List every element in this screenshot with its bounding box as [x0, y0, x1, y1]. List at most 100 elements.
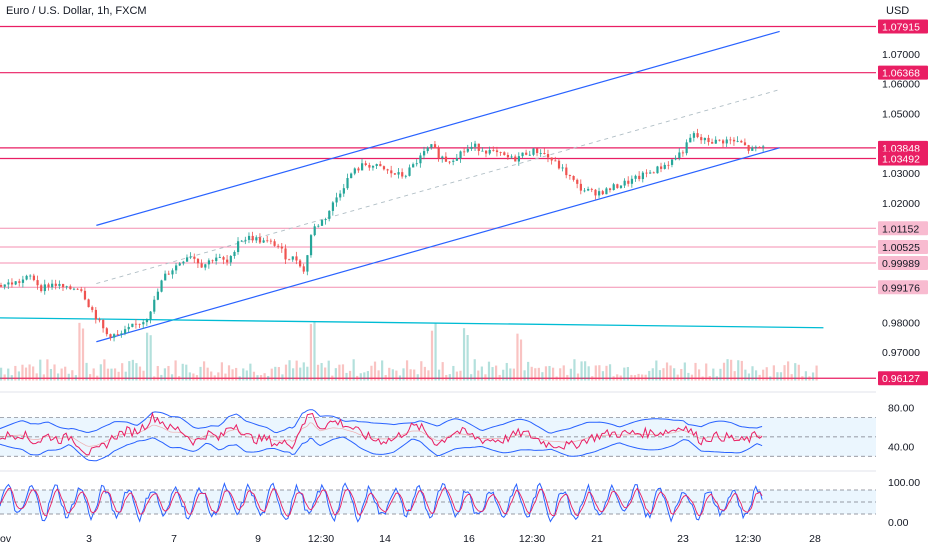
candle-body: [342, 188, 345, 194]
candle-body: [379, 164, 382, 167]
volume-bar: [146, 332, 149, 381]
rsi-line: [0, 411, 763, 456]
volume-bar: [445, 374, 448, 381]
candle-body: [550, 157, 553, 161]
candle-body: [536, 148, 539, 154]
price-badge: [878, 19, 928, 34]
candle-body: [113, 334, 116, 338]
volume-bar: [726, 359, 729, 381]
volume-bar: [783, 365, 786, 381]
candle-body: [692, 133, 696, 138]
candle-body: [663, 164, 666, 169]
candle-body: [397, 172, 400, 175]
volume-bar: [242, 368, 245, 381]
price-badge-label: 0.99176: [882, 282, 920, 294]
candle-body: [408, 167, 411, 176]
candle-body: [302, 266, 305, 272]
volume-bar: [99, 364, 102, 381]
channel-lower-line: [96, 147, 780, 343]
candle-body: [667, 164, 670, 166]
candle-body: [54, 283, 57, 286]
volume-bar: [259, 375, 263, 381]
candle-body: [204, 264, 207, 268]
candle-body: [718, 139, 721, 141]
candle-body: [160, 280, 163, 292]
volume-bar: [249, 363, 252, 381]
candle-body: [309, 235, 313, 256]
volume-bar: [28, 364, 31, 381]
volume-bar: [10, 375, 13, 381]
candle-body: [638, 175, 641, 180]
volume-bar: [202, 361, 206, 381]
candle-body: [506, 154, 510, 158]
volume-bar: [605, 365, 608, 381]
price-badge-label: 0.99989: [882, 258, 920, 270]
volume-bar: [124, 371, 127, 381]
time-tick-label: 12:30: [735, 533, 761, 545]
candle-body: [415, 163, 418, 165]
volume-bar: [648, 370, 651, 381]
candle-body: [568, 175, 572, 177]
volume-bar: [0, 367, 3, 381]
volume-bar: [423, 366, 426, 381]
volume-bar: [327, 360, 330, 381]
candle-body: [711, 142, 714, 144]
candle-body: [0, 285, 3, 287]
candle-body: [590, 188, 593, 190]
volume-bar: [801, 376, 804, 381]
volume-bar: [92, 368, 95, 381]
volume-bar: [466, 335, 469, 381]
candle-body: [361, 163, 364, 171]
candle-body: [247, 235, 251, 240]
volume-bar: [519, 339, 523, 381]
candle-body: [3, 284, 6, 287]
volume-bar: [491, 367, 494, 381]
volume-bar: [633, 375, 637, 381]
candle-body: [175, 265, 178, 271]
candle-body: [623, 180, 626, 186]
volume-bar: [352, 359, 355, 381]
volume-bar: [224, 373, 227, 381]
volume-bar: [96, 375, 99, 381]
price-badge: [878, 221, 928, 236]
volume-bar: [655, 360, 658, 381]
volume-bar: [227, 365, 231, 381]
candle-body: [371, 166, 375, 168]
volume-bar: [170, 374, 174, 381]
volume-bar: [715, 376, 718, 381]
candle-body: [587, 188, 590, 191]
candle-body: [594, 189, 597, 196]
volume-bar: [49, 368, 53, 381]
volume-bar: [512, 368, 516, 381]
volume-bar: [694, 362, 697, 381]
time-tick-label: 12:30: [308, 533, 334, 545]
candle-body: [244, 239, 247, 241]
volume-bar: [413, 369, 416, 381]
volume-bar: [747, 373, 751, 381]
volume-bar: [64, 366, 67, 381]
candle-body: [182, 261, 185, 264]
candle-body: [627, 180, 630, 184]
volume-bar: [181, 363, 184, 381]
volume-bar: [769, 376, 772, 381]
candle-body: [714, 139, 717, 144]
volume-bar: [669, 365, 672, 381]
volume-bar: [156, 365, 159, 381]
volume-bar: [758, 374, 761, 381]
volume-bar: [430, 330, 434, 381]
volume-bar: [174, 360, 177, 381]
candle-body: [444, 156, 448, 162]
volume-bar: [527, 361, 530, 381]
volume-bar: [206, 367, 209, 381]
volume-bar: [345, 372, 348, 381]
volume-bar: [160, 374, 163, 381]
candle-body: [703, 137, 706, 141]
candle-body: [284, 248, 287, 260]
volume-bar: [39, 359, 42, 381]
main-price-pane: [0, 25, 876, 381]
candle-body: [178, 263, 181, 266]
volume-bar: [192, 373, 195, 381]
volume-bar: [584, 361, 587, 381]
stochastic-pane: 100.00 0.00: [0, 470, 920, 529]
